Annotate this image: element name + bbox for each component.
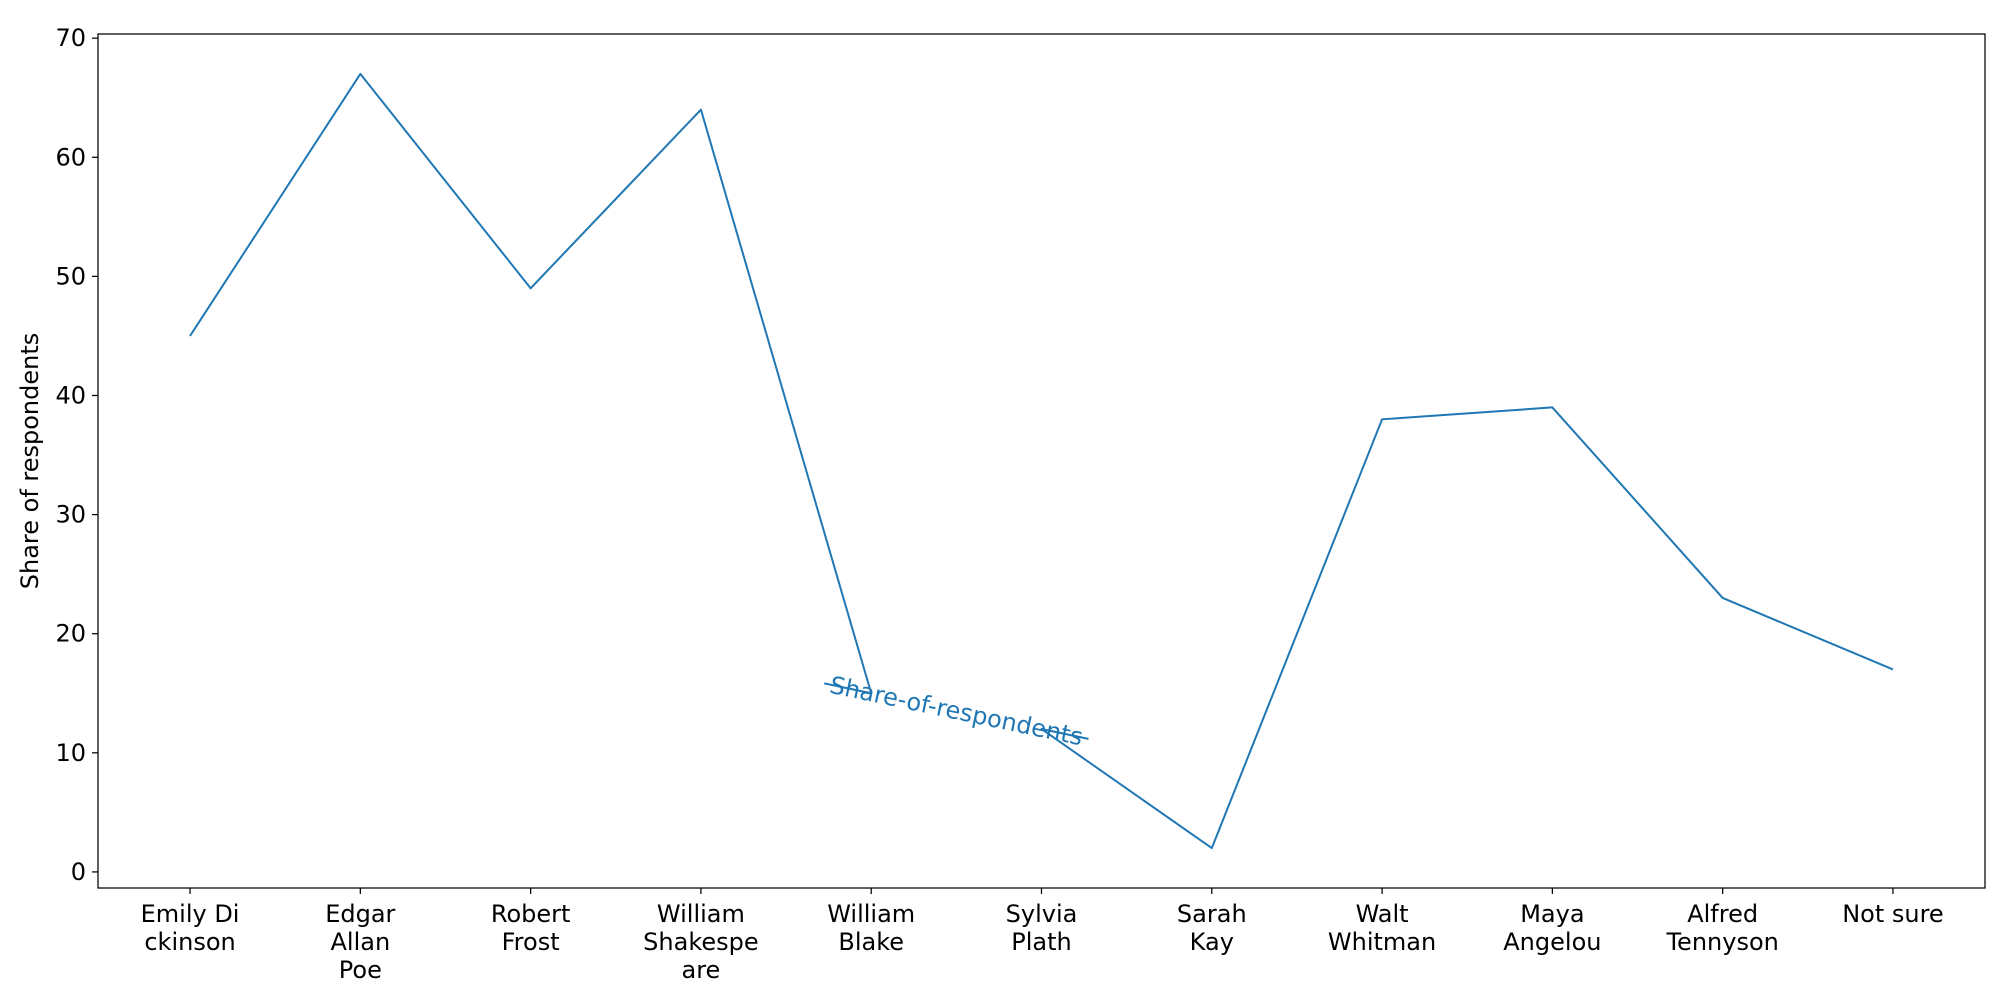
x-tick-label-line: Whitman [1328, 928, 1436, 956]
x-tick-label: Not sure [1842, 900, 1944, 928]
y-tick-label: 0 [71, 858, 86, 886]
series-layer: Share-of-respondents [189, 72, 1894, 850]
y-axis-label: Share of respondents [16, 333, 44, 590]
x-axis-ticks: Emily Di ckinson Edgar Allan Poe Robert Frost W… [141, 888, 1944, 984]
x-tick-label: Emily Di ckinson [141, 900, 240, 956]
x-tick-label: Robert Frost [491, 900, 571, 956]
x-tick-label-line: are [682, 956, 721, 984]
x-tick-label-line: Tennyson [1665, 928, 1778, 956]
x-tick-label: Walt Whitman [1328, 900, 1436, 956]
x-tick-label: William Blake [827, 900, 915, 956]
x-tick-label-line: Poe [339, 956, 382, 984]
x-tick-label-line: Kay [1190, 928, 1234, 956]
x-tick-label-line: Sarah [1177, 900, 1247, 928]
x-tick-label: Sarah Kay [1177, 900, 1247, 956]
y-tick-label: 10 [55, 739, 86, 767]
y-tick-label: 40 [55, 381, 86, 409]
y-tick-label: 70 [55, 24, 86, 52]
x-tick-label: Edgar Allan Poe [325, 900, 395, 984]
x-tick-label: Maya Angelou [1503, 900, 1601, 956]
x-tick-label-line: Alfred [1687, 900, 1758, 928]
series-inline-label: Share-of-respondents [827, 671, 1085, 751]
x-tick-label-line: Blake [838, 928, 904, 956]
y-tick-label: 60 [55, 143, 86, 171]
x-tick-label: William Shakespe are [643, 900, 758, 984]
y-axis-ticks: 0 10 20 30 40 50 60 70 [55, 24, 98, 886]
x-tick-label-line: Edgar [325, 900, 395, 928]
x-tick-label-line: Walt [1356, 900, 1409, 928]
x-tick-label-line: Sylvia [1006, 900, 1078, 928]
x-tick-label-line: Emily Di [141, 900, 240, 928]
x-tick-label: Alfred Tennyson [1665, 900, 1778, 956]
y-tick-label: 30 [55, 501, 86, 529]
x-tick-label-line: Angelou [1503, 928, 1601, 956]
x-tick-label-line: Plath [1011, 928, 1071, 956]
series-line [189, 72, 873, 695]
x-tick-label-line: William [827, 900, 915, 928]
x-tick-label: Sylvia Plath [1006, 900, 1078, 956]
series-line [1040, 406, 1894, 850]
x-tick-label-line: Robert [491, 900, 571, 928]
y-tick-label: 50 [55, 262, 86, 290]
x-tick-label-line: Frost [502, 928, 560, 956]
plot-frame [97, 33, 1986, 889]
y-tick-label: 20 [55, 620, 86, 648]
x-tick-label-line: William [657, 900, 745, 928]
x-tick-label-line: ckinson [144, 928, 235, 956]
x-tick-label-line: Not sure [1842, 900, 1944, 928]
x-tick-label-line: Maya [1520, 900, 1584, 928]
x-tick-label-line: Allan [330, 928, 390, 956]
x-tick-label-line: Shakespe [643, 928, 758, 956]
